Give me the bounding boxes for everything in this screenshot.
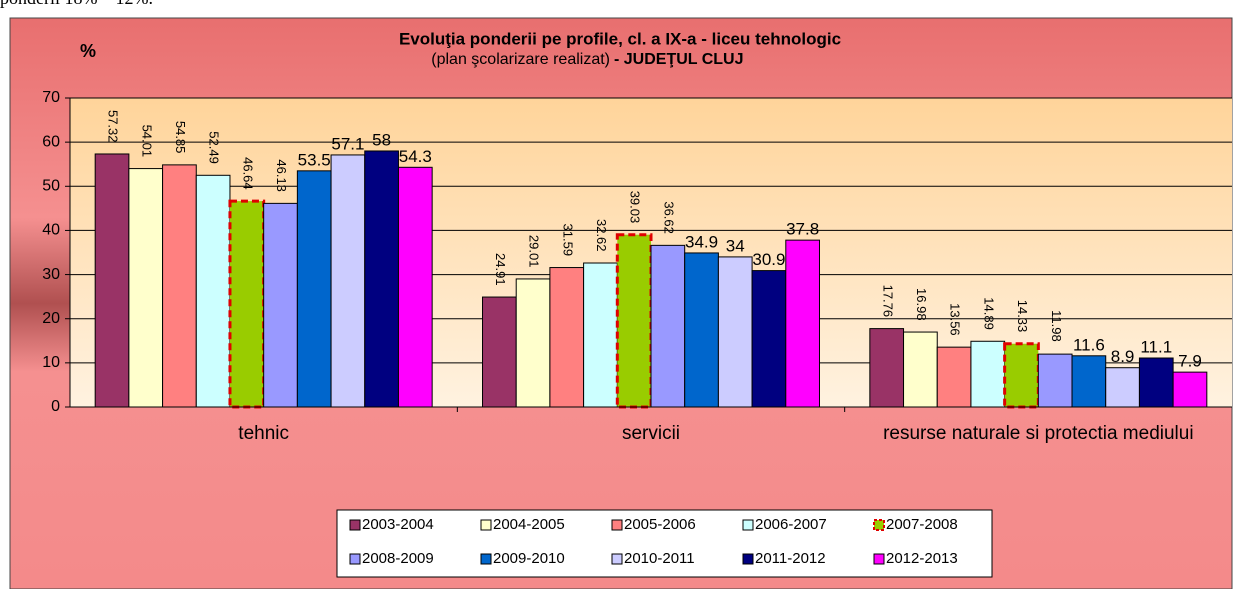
bar [397,166,433,408]
data-label: 14.89 [981,297,996,330]
bar [1138,357,1174,408]
x-tick-label: tehnic [238,423,289,444]
bar [650,244,686,408]
x-tick-label: resurse naturale si protectia mediului [883,423,1194,444]
data-label: 39.03 [628,191,643,224]
legend-label: 2004-2005 [493,516,565,533]
bar [549,267,585,408]
legend-swatch [742,519,754,531]
legend-swatch [349,553,361,565]
data-label: 17.76 [880,285,895,318]
legend-label: 2006-2007 [755,516,827,533]
data-label: 53.5 [298,150,331,169]
bar [330,154,366,408]
bar [751,270,787,408]
bar [583,262,618,408]
chart-title: Evoluţia ponderii pe profile, cl. a IX-a… [399,29,841,48]
bar [228,199,266,409]
data-label: 13.56 [948,303,963,336]
data-label: 14.33 [1015,300,1030,333]
data-label: 11.1 [1140,337,1172,356]
page-text: ponderii 18% – 12%. [0,0,153,9]
bar [717,256,753,408]
data-label: 31.59 [560,224,575,257]
y-tick-label: 70 [42,89,60,106]
data-label: 11.98 [1049,310,1064,342]
legend-swatch [742,553,754,565]
y-tick-label: 0 [51,398,60,415]
data-label: 16.98 [914,288,929,321]
legend-swatch [611,553,623,565]
data-label: 8.9 [1111,347,1135,366]
bar [195,174,231,408]
data-label: 52.49 [207,131,222,164]
legend-swatch [873,519,885,531]
bar [970,340,1006,408]
chart-subtitle-bold: - JUDEŢUL CLUJ [614,51,744,68]
chart-subtitle: (plan şcolarizare realizat) [431,51,610,68]
y-tick-label: 20 [42,310,60,327]
y-tick-label: 40 [42,222,60,239]
data-label: 24.91 [493,253,508,286]
legend-swatch [480,553,492,565]
bar [482,296,517,408]
bar [1037,353,1073,408]
legend-label: 2009-2010 [493,550,565,567]
y-tick-label: 50 [42,178,60,195]
legend-label: 2005-2006 [624,516,696,533]
legend-swatch [349,519,361,531]
bar [903,331,938,408]
data-label: 30.9 [752,250,785,269]
bar [684,252,719,408]
bar [296,170,332,408]
data-label: 54.3 [399,147,432,166]
y-tick-label: 60 [42,133,60,150]
bar [94,153,130,408]
data-label: 46.64 [240,157,255,190]
data-label: 54.01 [139,125,154,158]
bar [936,346,972,408]
data-label: 37.8 [786,220,819,239]
y-tick-label: 30 [42,266,60,283]
legend-label: 2007-2008 [886,516,958,533]
data-label: 11.6 [1073,335,1105,354]
legend-label: 2012-2013 [886,550,958,567]
bar [869,328,905,408]
data-label: 7.9 [1178,352,1202,371]
bar [785,239,820,408]
data-label: 34 [726,236,745,255]
bar [1003,342,1040,409]
legend-label: 2003-2004 [362,516,434,533]
data-label: 46.13 [274,159,289,192]
data-label: 36.62 [661,201,676,234]
bar [1071,355,1107,408]
y-axis-label: % [80,41,96,61]
bar [615,233,653,409]
data-label: 58 [372,130,391,149]
bar [128,168,164,408]
data-label: 57.1 [331,134,364,153]
legend-swatch [611,519,623,531]
data-label: 57.32 [106,110,121,143]
legend-label: 2011-2012 [755,550,826,567]
data-label: 29.01 [527,235,542,268]
legend-label: 2010-2011 [624,550,695,567]
data-label: 54.85 [173,121,188,154]
bar [364,150,399,408]
data-label: 32.62 [594,219,609,252]
y-tick-label: 10 [42,354,60,371]
bar [1172,371,1208,408]
x-tick-label: servicii [621,423,681,444]
legend-swatch [873,553,885,565]
bar [263,202,298,408]
bar [162,164,197,408]
data-label: 34.9 [685,232,718,251]
legend-swatch [480,519,492,531]
bar [1105,367,1140,408]
bar [515,278,551,408]
legend-label: 2008-2009 [362,550,434,567]
